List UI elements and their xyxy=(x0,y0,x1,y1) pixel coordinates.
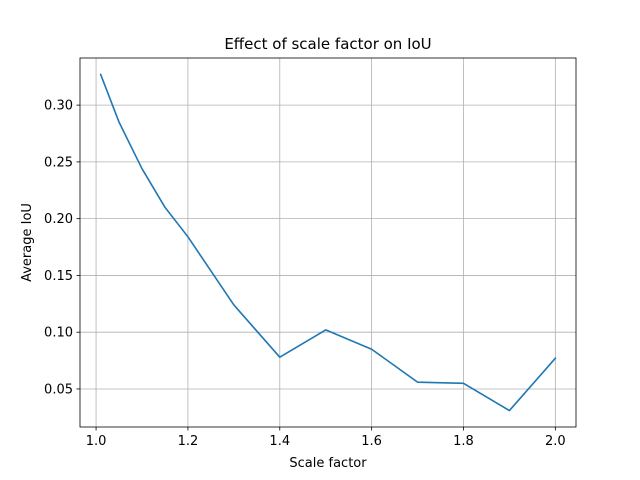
x-tick-label: 1.8 xyxy=(453,434,474,449)
y-tick-label: 0.25 xyxy=(44,155,73,170)
plot-frame xyxy=(79,57,577,428)
x-tick-label: 1.6 xyxy=(361,434,382,449)
x-tick-label: 1.0 xyxy=(86,434,107,449)
y-tick-label: 0.05 xyxy=(44,382,73,397)
x-tick-label: 1.4 xyxy=(269,434,290,449)
series-line xyxy=(99,73,557,412)
x-axis-label: Scale factor xyxy=(289,456,367,471)
y-tick-label: 0.20 xyxy=(44,212,73,227)
gridlines xyxy=(80,58,576,427)
y-axis-label: Average IoU xyxy=(20,203,35,282)
y-tick-label: 0.30 xyxy=(44,99,73,114)
y-tick-label: 0.15 xyxy=(44,269,73,284)
y-tick-label: 0.10 xyxy=(44,326,73,341)
x-tick-label: 2.0 xyxy=(545,434,566,449)
x-axis-ticks: 1.0 1.2 1.4 1.6 1.8 2.0 xyxy=(86,427,566,449)
series-layer xyxy=(99,73,557,412)
y-axis-ticks: 0.05 0.10 0.15 0.20 0.25 0.30 xyxy=(44,99,80,397)
x-tick-label: 1.2 xyxy=(178,434,199,449)
plot-area xyxy=(80,58,576,427)
chart-title: Effect of scale factor on IoU xyxy=(224,35,431,53)
